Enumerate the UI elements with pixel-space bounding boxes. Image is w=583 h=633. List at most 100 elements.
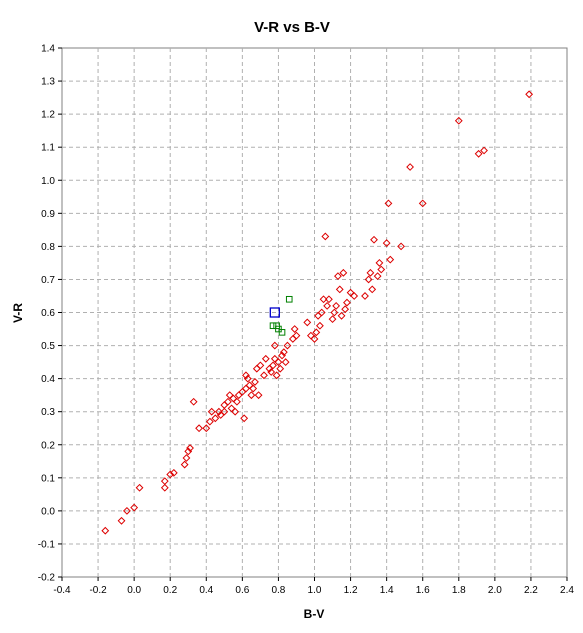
data-point-diamond [186,444,194,452]
data-point-diamond [117,516,126,525]
data-point-diamond [272,371,281,380]
data-point-diamond [166,470,175,479]
data-point-diamond [454,116,463,125]
y-tick-label: 0.3 [41,407,55,418]
data-point-square [269,322,277,330]
data-point-diamond [325,295,333,304]
data-point-diamond [525,90,534,99]
y-tick-label: 1.4 [41,44,55,55]
data-point-diamond [339,268,348,277]
data-point-diamond [261,354,270,363]
data-point-diamond [182,454,191,462]
data-point-diamond [202,424,211,433]
data-point-diamond [224,397,232,406]
data-point-diamond [249,384,258,393]
y-tick-label: 1.3 [41,77,55,88]
y-tick-label: 0.2 [41,440,55,451]
data-point-diamond [270,341,279,350]
data-point-diamond [337,311,346,320]
data-point-diamond [215,407,223,416]
x-tick-label: 1.4 [380,585,394,596]
data-point-diamond [260,371,268,380]
data-point-diamond [382,239,391,247]
data-point-diamond [205,417,214,426]
data-point-diamond [418,199,427,208]
data-point-diamond [195,424,203,433]
data-point-diamond [240,414,249,423]
data-point-diamond [279,348,288,357]
data-point-diamond [254,391,263,400]
x-tick-label: 0.4 [199,585,213,596]
data-point-diamond [303,318,312,327]
y-tick-label: 1.2 [41,110,55,121]
y-tick-label: 0.8 [41,242,55,253]
data-point-diamond [231,407,240,416]
data-point-diamond [334,272,342,281]
data-point-diamond [397,242,405,251]
x-axis-label: B-V [304,607,325,621]
data-point-diamond [335,285,344,294]
y-tick-label: -0.2 [38,573,56,584]
data-point-diamond [207,407,216,416]
data-point-diamond [366,268,375,277]
data-point-diamond [319,295,328,304]
x-tick-label: 2.4 [560,585,574,596]
data-points [101,90,534,535]
data-point-diamond [269,361,277,370]
data-point-diamond [364,275,373,284]
x-tick-label: 0.2 [163,585,177,596]
y-tick-label: 0.4 [41,374,55,385]
data-point-diamond [292,331,301,340]
data-point-diamond [220,407,229,416]
y-tick-label: 0.6 [41,308,55,319]
data-point-diamond [189,397,198,406]
y-tick-label: 0.5 [41,341,55,352]
data-point-diamond [350,292,359,300]
data-point-diamond [160,477,169,486]
data-point-diamond [332,301,341,310]
data-point-diamond [368,285,377,294]
data-point-diamond [321,232,330,241]
data-point-diamond [310,335,319,343]
x-tick-label: -0.2 [89,585,107,596]
data-point-diamond [274,358,283,367]
y-axis-ticks: -0.2 -0.1 0.0 0.1 0.2 0.3 0.4 0.5 0.6 0.7 0.8 0.9 1.… [38,44,62,584]
data-point-diamond [474,149,483,158]
y-tick-label: 1.1 [41,143,55,154]
data-point-diamond [330,308,339,317]
data-point-diamond [233,397,241,406]
x-tick-label: 1.8 [452,585,466,596]
data-point-square [275,325,282,333]
data-point-square [273,322,280,330]
data-point-diamond [160,483,169,492]
data-point-diamond [290,325,299,333]
data-point-diamond [130,503,139,512]
data-point-diamond [276,364,285,373]
x-tick-label: -0.4 [53,585,71,596]
data-point-diamond [328,315,337,324]
data-point-diamond [256,361,265,370]
data-point-diamond [312,328,321,337]
x-tick-label: 0.6 [235,585,249,596]
data-point-highlight-square [269,307,280,318]
grid-lines [62,48,567,577]
data-point-diamond [281,358,290,367]
y-tick-label: -0.1 [38,539,56,550]
data-point-diamond [343,298,351,307]
y-tick-label: 0.7 [41,275,55,286]
data-point-diamond [169,468,178,477]
data-point-square [278,329,286,336]
data-point-diamond [180,460,189,469]
y-tick-label: 0.1 [41,473,55,484]
data-point-diamond [317,308,326,317]
data-point-diamond [386,255,395,264]
data-point-diamond [283,341,292,350]
data-point-square [285,295,293,303]
data-point-diamond [267,368,276,376]
x-tick-label: 1.0 [308,585,322,596]
y-tick-label: 0.9 [41,209,55,220]
x-axis-ticks: -0.4 -0.2 0.0 0.2 0.4 0.6 0.8 1.0 1.2 1.4 1.6 1.8 2.… [53,577,574,596]
x-tick-label: 1.2 [344,585,358,596]
data-point-diamond [123,506,131,515]
